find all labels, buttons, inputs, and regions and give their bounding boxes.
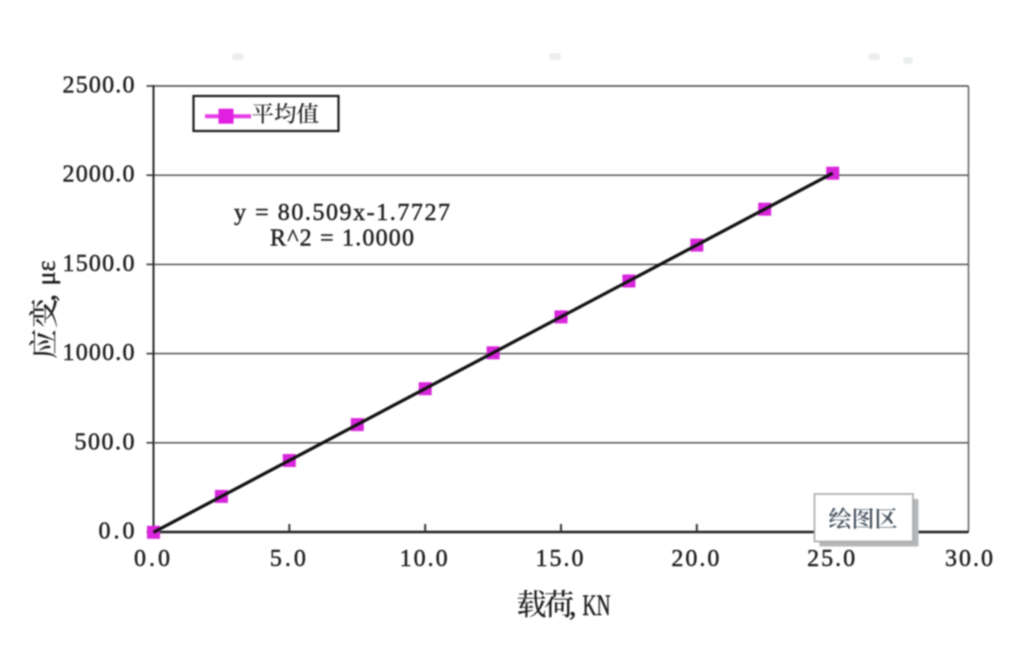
- svg-text:0.0: 0.0: [99, 519, 135, 545]
- svg-text:25.0: 25.0: [807, 546, 855, 572]
- svg-text:30.0: 30.0: [945, 546, 993, 572]
- svg-text:2500.0: 2500.0: [63, 73, 135, 99]
- svg-text:500.0: 500.0: [75, 429, 135, 455]
- svg-text:R^2 = 1.0000: R^2 = 1.0000: [270, 226, 414, 252]
- svg-text:20.0: 20.0: [671, 546, 719, 572]
- svg-text:5.0: 5.0: [270, 546, 306, 572]
- svg-text:1500.0: 1500.0: [63, 251, 135, 277]
- svg-text:y = 80.509x-1.7727: y = 80.509x-1.7727: [234, 200, 450, 226]
- svg-text:10.0: 10.0: [400, 546, 448, 572]
- svg-text:με: με: [32, 260, 61, 285]
- svg-text:0.0: 0.0: [134, 546, 170, 572]
- svg-text:,: ,: [29, 294, 62, 302]
- svg-text:15.0: 15.0: [536, 546, 584, 572]
- svg-text:2000.0: 2000.0: [63, 162, 135, 188]
- svg-text:1000.0: 1000.0: [63, 340, 135, 366]
- svg-text:,: ,: [569, 589, 577, 622]
- svg-text:KN: KN: [583, 589, 611, 622]
